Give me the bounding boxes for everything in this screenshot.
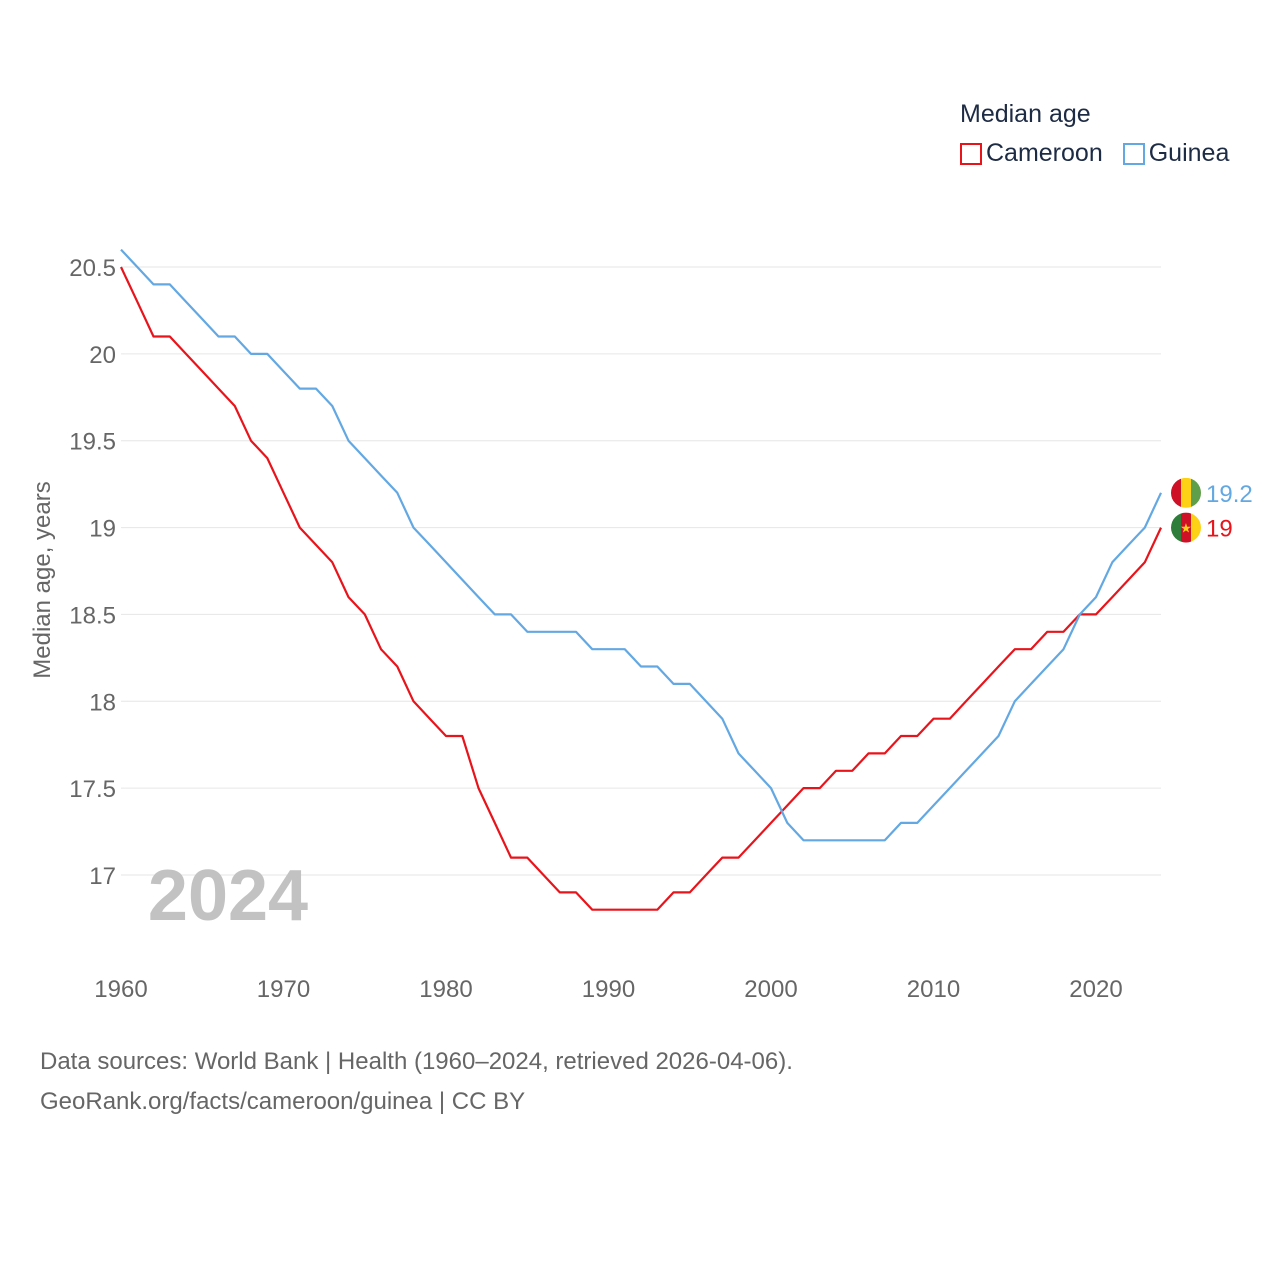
end-markers: 19.2 ★ 19	[1171, 477, 1253, 543]
y-tick-label: 18	[89, 689, 116, 716]
y-tick-label: 19	[89, 516, 116, 543]
y-tick-label: 19.5	[69, 429, 116, 456]
x-tick-label: 2000	[744, 976, 797, 1003]
x-tick-label: 1990	[582, 976, 635, 1003]
y-tick-label: 20	[89, 342, 116, 369]
legend-label-guinea: Guinea	[1148, 139, 1230, 167]
y-tick-label: 17	[89, 863, 116, 890]
legend-swatch-guinea	[1122, 142, 1145, 165]
legend-item-cameroon[interactable]: Cameroon	[960, 139, 1103, 168]
x-tick-label: 2010	[907, 976, 960, 1003]
svg-text:★: ★	[1180, 522, 1192, 537]
legend: Median age Cameroon Guinea	[960, 100, 1229, 168]
legend-label-cameroon: Cameroon	[986, 139, 1103, 167]
footer: Data sources: World Bank | Health (1960–…	[40, 1042, 793, 1122]
y-axis-ticks: 17 17.5 18 18.5 19 19.5 20 20.5	[69, 255, 116, 890]
data-sources-text: Data sources: World Bank | Health (1960–…	[40, 1048, 793, 1075]
y-tick-label: 18.5	[69, 602, 116, 629]
flag-cameroon-icon: ★	[1171, 512, 1201, 543]
y-tick-label: 20.5	[69, 255, 116, 282]
x-tick-label: 2020	[1069, 976, 1122, 1003]
series-line-guinea	[120, 248, 1162, 842]
end-label-cameroon: 19	[1206, 516, 1233, 543]
x-tick-label: 1970	[257, 976, 310, 1003]
end-label-guinea: 19.2	[1206, 481, 1253, 508]
flag-guinea-icon	[1171, 477, 1201, 508]
series-lines	[120, 248, 1162, 911]
legend-item-guinea[interactable]: Guinea	[1122, 139, 1230, 168]
legend-title: Median age	[960, 100, 1091, 128]
x-tick-label: 1980	[419, 976, 472, 1003]
y-tick-label: 17.5	[69, 776, 116, 803]
x-tick-label: 1960	[94, 976, 147, 1003]
gridlines	[121, 266, 1161, 876]
series-line-cameroon	[120, 266, 1162, 911]
year-watermark: 2024	[148, 856, 308, 936]
attribution-link[interactable]: GeoRank.org/facts/cameroon/guinea | CC B…	[40, 1088, 526, 1115]
legend-swatch-cameroon	[960, 142, 982, 165]
x-axis-ticks: 1960 1970 1980 1990 2000 2010 2020	[94, 976, 1122, 1003]
y-axis-label: Median age, years	[29, 481, 56, 678]
